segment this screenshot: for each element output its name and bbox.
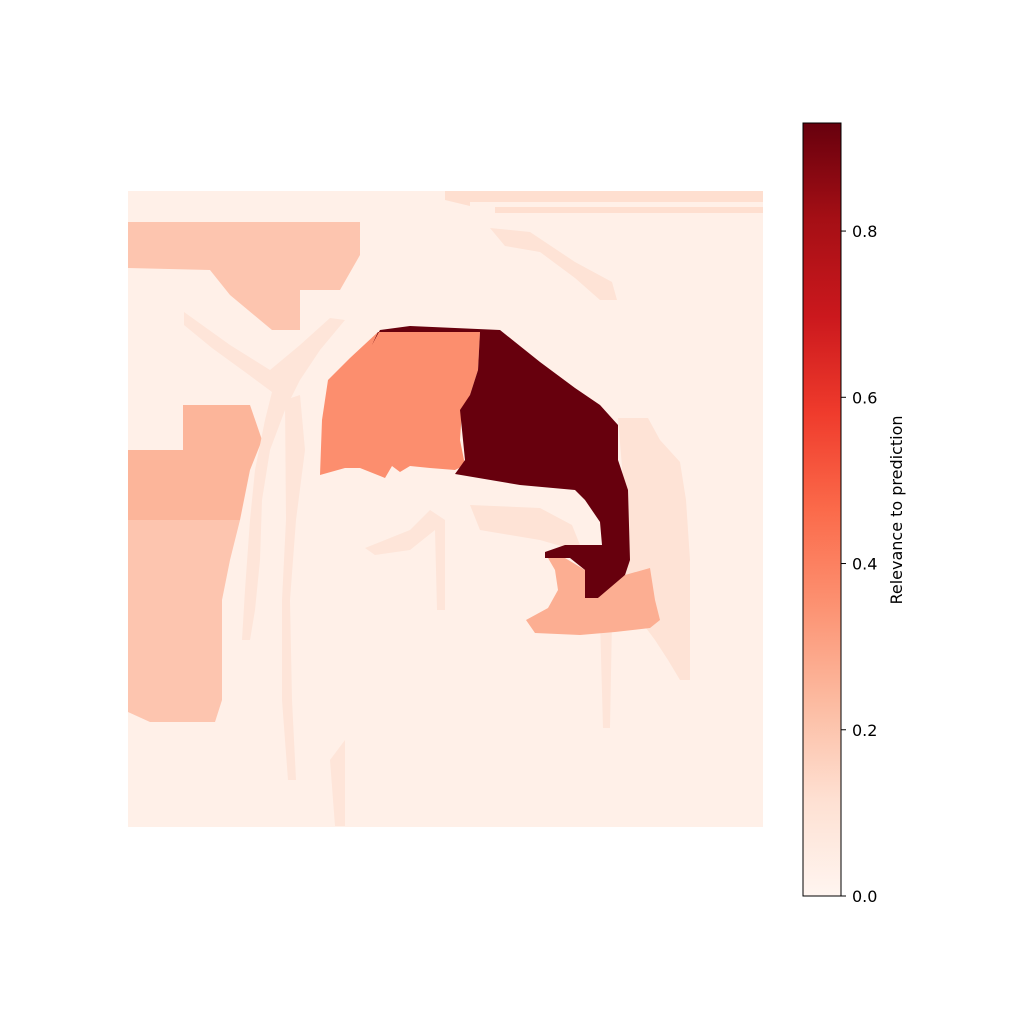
colorbar-ticks: 0.0 0.2 0.4 0.6 0.8 — [841, 222, 877, 906]
colorbar-tick-label: 0.0 — [852, 887, 877, 906]
colorbar-gradient — [803, 123, 841, 896]
colorbar: 0.0 0.2 0.4 0.6 0.8 Relevance to prediction — [803, 123, 906, 906]
colorbar-tick-label: 0.8 — [852, 222, 877, 241]
colorbar-label: Relevance to prediction — [887, 415, 906, 604]
colorbar-tick-label: 0.2 — [852, 721, 877, 740]
colorbar-tick-label: 0.4 — [852, 555, 877, 574]
heatmap-image — [128, 191, 763, 827]
colorbar-tick-label: 0.6 — [852, 388, 877, 407]
